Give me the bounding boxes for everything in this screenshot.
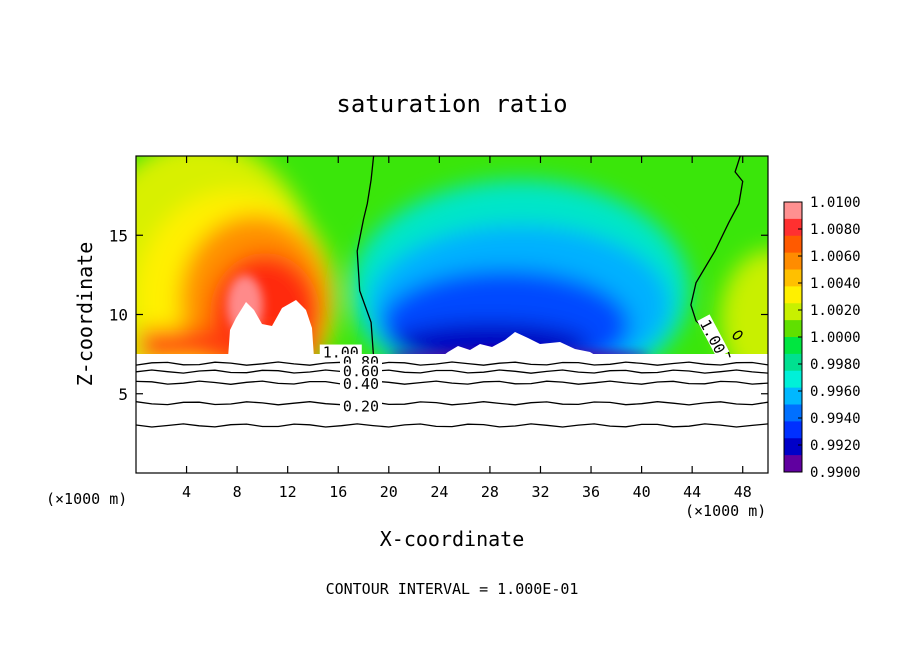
y-axis-label: Z-coordinate [73,242,97,387]
contour-line [136,361,768,366]
corner-yellowgreen [720,250,768,358]
colorbar-swatch [784,404,802,422]
x-tick-label: 48 [734,483,752,501]
colorbar-swatch [784,320,802,338]
contour-label-background [339,376,382,391]
x-tick-label: 32 [531,483,549,501]
x-axis-ticks: 4 8 12 16 20 24 28 32 36 40 44 48 [182,156,752,501]
x-tick-label: 16 [329,483,347,501]
contour-line [136,401,768,406]
colorbar-label: 0.9980 [810,357,861,373]
x-tick-label: 44 [683,483,701,501]
contour-label: 0.20 [343,397,379,415]
colorbar [783,201,803,473]
contour-label: 0.60 [343,363,379,381]
contour-label-background [697,314,730,359]
contour-line [136,369,768,374]
colorbar-label: 1.0060 [810,249,861,265]
colorbar-label: 1.0000 [810,330,861,346]
y-axis-ticks: 5 10 15 [109,226,768,404]
y-tick-label: 5 [118,385,128,404]
colorbar-label: 0.9920 [810,438,861,454]
contour-lines [136,156,768,428]
x-tick-label: 40 [633,483,651,501]
contour-label-background [339,398,382,413]
colorbar-labels: 1.0100 1.0080 1.0060 1.0040 1.0020 1.0000 0.99… [798,195,861,481]
contour-line [356,156,375,358]
colorbar-swatch [784,269,802,287]
colorbar-swatch [784,370,802,389]
colorbar-swatch [784,353,802,372]
contour-label: 0.40 [343,375,379,393]
x-tick-label: 24 [430,483,448,501]
x-tick-label: 20 [380,483,398,501]
colorbar-label: 0.9940 [810,411,861,427]
left-white-strip [136,354,768,358]
colorbar-swatch [784,252,802,271]
colorbar-label: 1.0040 [810,276,861,292]
colorbar-swatch [784,387,802,406]
x-tick-label: 36 [582,483,600,501]
colorbar-label: 0.9900 [810,465,861,481]
heatmap-field [136,156,768,358]
y-tick-label: 15 [109,226,128,245]
colorbar-swatch [784,455,802,473]
dry-white-bumps [440,332,600,358]
colorbar-swatch [784,286,802,304]
x-tick-label: 8 [233,483,242,501]
colorbar-swatch [784,218,802,237]
colorbar-swatch [784,337,802,355]
contour-line [136,380,768,385]
ground-region [136,358,768,473]
colorbar-label: 0.9960 [810,384,861,400]
contour-label-background [339,363,382,378]
plume-white-core [228,300,314,358]
contour-loop [732,330,743,340]
contour-interval-note: CONTOUR INTERVAL = 1.000E-01 [326,580,579,598]
x-tick-label: 12 [279,483,297,501]
chart-title: saturation ratio [336,90,567,118]
colorbar-swatch [784,202,802,220]
colorbar-swatch [784,421,802,439]
contour-line [136,423,768,428]
colorbar-swatch [784,235,802,254]
x-axis-label: X-coordinate [380,527,525,551]
colorbar-label: 1.0100 [810,195,861,211]
colorbar-label: 1.0080 [810,222,861,238]
x-unit-right: (×1000 m) [685,502,766,520]
colorbar-label: 1.0020 [810,303,861,319]
x-tick-label: 4 [182,483,191,501]
colorbar-swatch [784,438,802,456]
x-tick-label: 28 [481,483,499,501]
x-unit-left: (×1000 m) [46,490,127,508]
y-tick-label: 10 [109,306,128,325]
colorbar-swatch [784,303,802,321]
